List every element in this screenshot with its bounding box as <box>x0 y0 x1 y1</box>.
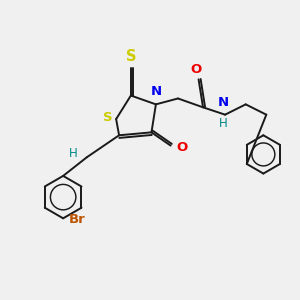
Text: H: H <box>219 117 228 130</box>
Text: N: N <box>218 96 229 110</box>
Text: O: O <box>176 141 187 154</box>
Text: O: O <box>190 63 201 76</box>
Text: H: H <box>69 147 78 160</box>
Text: S: S <box>126 49 136 64</box>
Text: S: S <box>103 111 113 124</box>
Text: Br: Br <box>69 213 86 226</box>
Text: N: N <box>151 85 162 98</box>
